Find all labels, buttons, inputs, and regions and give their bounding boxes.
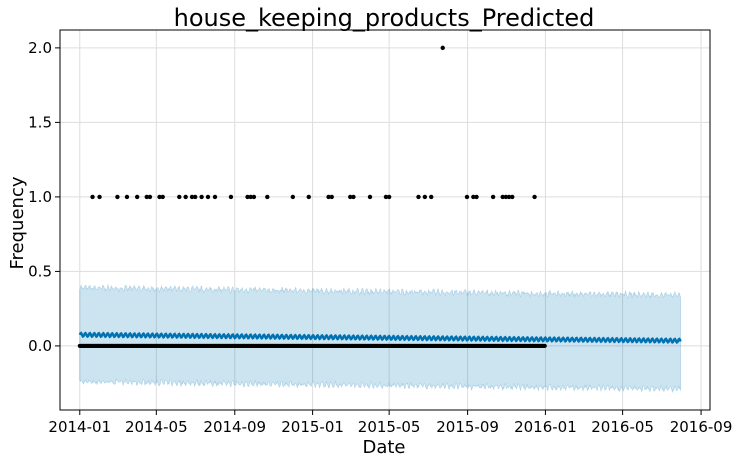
- x-axis-label: Date: [362, 437, 405, 458]
- observed-point: [351, 194, 356, 200]
- observed-point: [115, 194, 120, 200]
- x-tick-label: 2015-01: [281, 418, 344, 436]
- observed-point: [189, 194, 195, 200]
- y-tick-label: 0.0: [28, 337, 52, 355]
- grid-lines: [60, 30, 710, 410]
- x-tick-label: 2016-05: [591, 418, 654, 436]
- observed-point: [248, 194, 253, 200]
- observed-point: [510, 194, 515, 200]
- plot-frame: [59, 29, 711, 411]
- observed-point: [422, 194, 428, 200]
- observed-point: [532, 194, 537, 200]
- y-tick-label: 0.5: [28, 262, 52, 280]
- y-axis-label: Frequency: [7, 176, 28, 269]
- observed-point: [265, 194, 270, 200]
- y-tick-label: 1.5: [28, 113, 52, 131]
- observed-point: [500, 194, 505, 200]
- yhat-line: [78, 331, 682, 344]
- observed-point: [416, 194, 421, 200]
- x-tick-label: 2015-05: [358, 418, 421, 436]
- y-tick-label: 2.0: [28, 39, 52, 57]
- observed-point: [490, 194, 496, 200]
- observed-point: [134, 194, 140, 200]
- observed-point: [326, 194, 331, 200]
- observed-point: [471, 194, 476, 200]
- observed-point: [205, 194, 211, 200]
- observed-point: [429, 194, 434, 200]
- observed-point: [144, 194, 149, 200]
- observed-point: [177, 194, 182, 200]
- observed-point: [147, 194, 153, 200]
- observed-point: [290, 194, 296, 200]
- observed-point: [440, 45, 445, 51]
- observed-point: [383, 194, 389, 200]
- observed-point: [348, 194, 353, 200]
- observed-point: [160, 194, 165, 200]
- plot-border: [59, 29, 711, 411]
- observed-point: [306, 194, 311, 200]
- x-axis-ticks: 2014-01 2014-05 2014-09 2015-01 2015-05 2015-…: [48, 410, 732, 436]
- x-tick-label: 2016-09: [670, 418, 733, 436]
- observed-point: [367, 194, 373, 200]
- observed-point: [251, 194, 257, 200]
- observed-point: [124, 194, 130, 200]
- x-tick-label: 2014-05: [125, 418, 188, 436]
- forecast-line: [78, 331, 682, 344]
- observed-point: [199, 194, 204, 200]
- observed-point: [542, 343, 547, 348]
- observed-points: [77, 45, 547, 348]
- observed-point: [503, 194, 509, 200]
- chart-title: house_keeping_products_Predicted: [174, 4, 595, 32]
- observed-point: [193, 194, 198, 200]
- observed-point: [212, 194, 218, 200]
- y-tick-label: 1.0: [28, 188, 52, 206]
- observed-point: [97, 194, 102, 200]
- observed-point: [228, 194, 234, 200]
- observed-point: [386, 194, 392, 200]
- observed-point: [90, 194, 95, 200]
- x-tick-label: 2015-09: [436, 418, 499, 436]
- observed-point: [474, 194, 479, 200]
- observed-point: [506, 194, 512, 200]
- observed-point: [157, 194, 162, 200]
- x-tick-label: 2014-09: [203, 418, 266, 436]
- observed-point: [245, 194, 250, 200]
- y-axis-ticks: 0.0 0.5 1.0 1.5 2.0: [28, 39, 60, 355]
- observed-point: [183, 194, 188, 200]
- observed-point: [329, 194, 334, 200]
- x-tick-label: 2014-01: [48, 418, 111, 436]
- observed-point: [464, 194, 470, 200]
- x-tick-label: 2016-01: [514, 418, 577, 436]
